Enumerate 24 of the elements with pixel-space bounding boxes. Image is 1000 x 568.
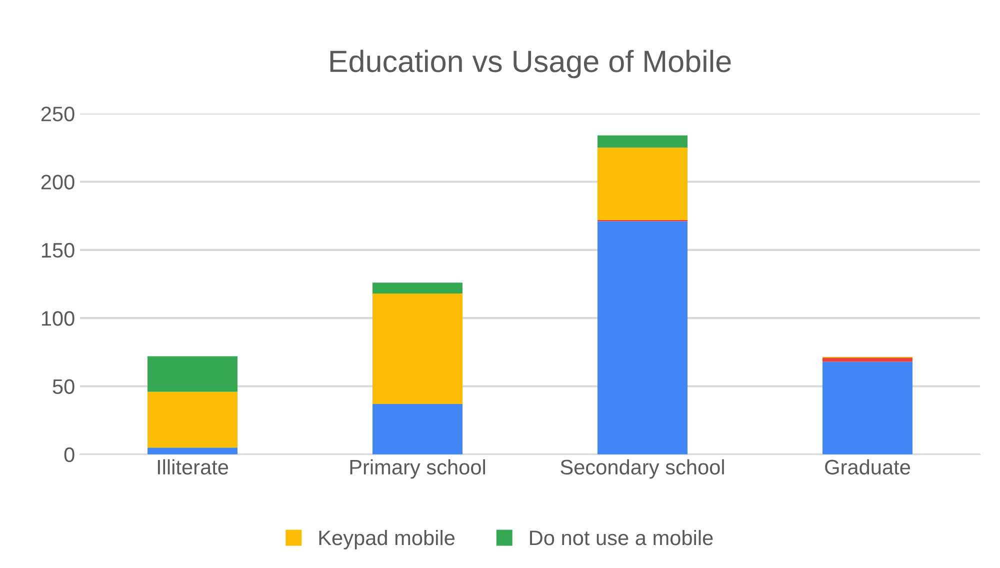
x-tick-label: Illiterate <box>158 459 228 475</box>
bar <box>148 448 238 454</box>
bar <box>148 392 238 448</box>
bar <box>822 358 912 362</box>
bar <box>598 135 688 148</box>
x-tick-label: Secondary school <box>560 459 724 479</box>
legend-label: Keypad mobile <box>319 530 455 550</box>
y-tick-label: 100 <box>42 311 74 326</box>
y-tick-label: 150 <box>42 242 74 258</box>
y-tick-label: 200 <box>41 174 74 190</box>
x-tick-label: Primary school <box>350 459 485 479</box>
bar <box>372 294 462 404</box>
bar <box>598 148 688 220</box>
y-tick-label: 50 <box>52 379 74 394</box>
y-tick-label: 250 <box>41 106 74 122</box>
chart-title: Education vs Usage of Mobile <box>330 50 731 78</box>
bar <box>598 221 688 454</box>
legend-label: Do not use a mobile <box>530 530 713 546</box>
x-tick-label: Graduate <box>825 459 910 475</box>
y-tick-label: 0 <box>64 447 74 462</box>
bar <box>148 356 238 392</box>
bar <box>372 404 462 454</box>
bar <box>822 362 912 454</box>
bar <box>372 282 462 294</box>
